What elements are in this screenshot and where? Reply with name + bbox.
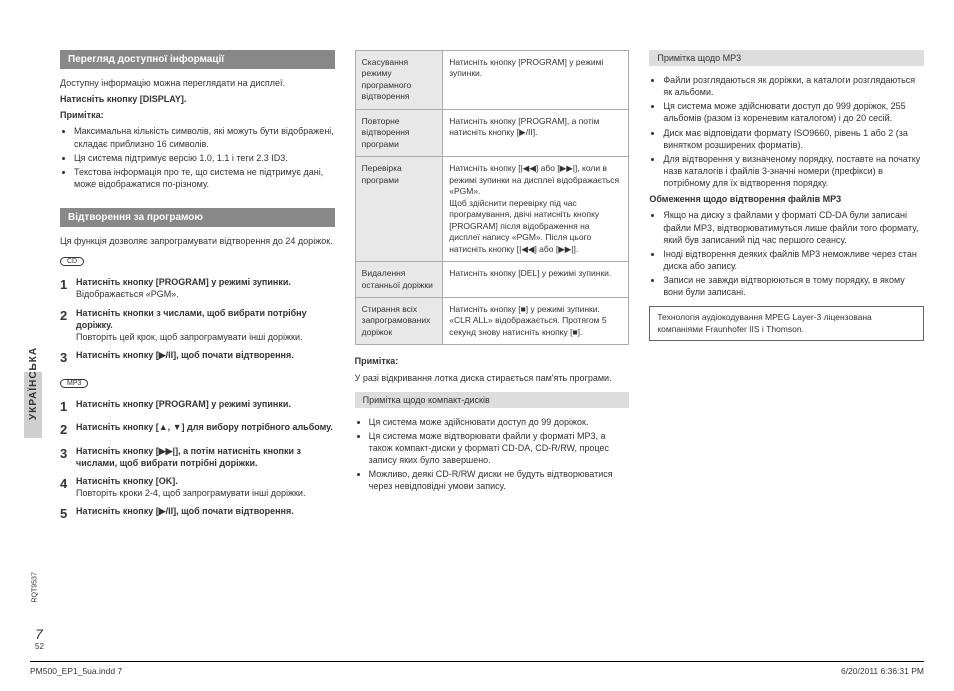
step-text: Повторіть кроки 2-4, щоб запрограмувати … [76, 488, 305, 498]
language-tab: УКРАЇНСЬКА [28, 347, 39, 420]
steps-cd: 1Натисніть кнопку [PROGRAM] у режимі зуп… [60, 276, 335, 366]
page-content: Перегляд доступної інформації Доступну і… [0, 0, 954, 549]
step-number: 3 [60, 445, 76, 469]
indd-filename: PM500_EP1_5ua.indd 7 [30, 666, 122, 676]
step-text: Відображається «PGM». [76, 289, 179, 299]
steps-mp3: 1Натисніть кнопку [PROGRAM] у режимі зуп… [60, 398, 335, 523]
table-value: Натисніть кнопку [■] у режимі зупинки. «… [443, 297, 629, 344]
table-row: Перевірка програмиНатисніть кнопку [|◀◀]… [355, 157, 629, 262]
note-item: Ця система підтримує версію 1.0, 1.1 і т… [74, 152, 335, 164]
badge-mp3: MP3 [60, 379, 88, 388]
step-bold: Натисніть кнопку [PROGRAM] у режимі зупи… [76, 277, 291, 287]
table-label: Скасування режиму програмного відтворенн… [355, 51, 443, 110]
list-item: Для відтворення у визначеному порядку, п… [663, 153, 924, 189]
license-box: Технологія аудіокодування MPEG Layer-3 л… [649, 306, 924, 341]
text-press-display: Натисніть кнопку [DISPLAY]. [60, 93, 335, 105]
program-table: Скасування режиму програмного відтворенн… [355, 50, 630, 345]
list-item: Якщо на диску з файлами у форматі CD-DA … [663, 209, 924, 245]
subheader-mp3-notes: Примітка щодо MP3 [649, 50, 924, 66]
table-label: Повторне відтворення програми [355, 109, 443, 156]
note-text: У разі відкривання лотка диска стираєтьс… [355, 372, 630, 384]
step-bold: Натисніть кнопку [▶▶|], а потім натисніт… [76, 446, 301, 468]
table-row: Повторне відтворення програмиНатисніть к… [355, 109, 629, 156]
text-program-desc: Ця функція дозволяє запрограмувати відтв… [60, 235, 335, 247]
cd-notes-list: Ця система може здійснювати доступ до 99… [355, 416, 630, 493]
step-number: 5 [60, 505, 76, 523]
list-item: Ця система може здійснювати доступ до 99… [663, 100, 924, 124]
step-number: 1 [60, 276, 76, 300]
page-number-italic: 7 [35, 626, 65, 642]
note-item: Максимальна кількість символів, які можу… [74, 125, 335, 149]
doc-code: RQT9537 [32, 572, 39, 602]
step-text: Повторіть цей крок, щоб запрограмувати і… [76, 332, 303, 342]
table-value: Натисніть кнопку [PROGRAM] у режимі зупи… [443, 51, 629, 110]
step-number: 1 [60, 398, 76, 416]
list-item: Записи не завжди відтворюються в тому по… [663, 274, 924, 298]
column-3: Примітка щодо MP3 Файли розглядаються як… [649, 50, 924, 529]
step-bold: Натисніть кнопку [▶/II], щоб почати відт… [76, 350, 294, 360]
note-label: Примітка: [60, 109, 335, 121]
step-number: 2 [60, 421, 76, 439]
badge-cd: CD [60, 257, 84, 266]
step-bold: Натисніть кнопку [▶/II], щоб почати відт… [76, 506, 294, 516]
subheader-cd-notes: Примітка щодо компакт-дисків [355, 392, 630, 408]
table-row: Скасування режиму програмного відтворенн… [355, 51, 629, 110]
mp3-limits-list: Якщо на диску з файлами у форматі CD-DA … [649, 209, 924, 298]
column-1: Перегляд доступної інформації Доступну і… [60, 50, 335, 529]
table-value: Натисніть кнопку [|◀◀] або [▶▶|], коли в… [443, 157, 629, 262]
table-label: Перевірка програми [355, 157, 443, 262]
step-number: 3 [60, 349, 76, 367]
list-item: Ця система може здійснювати доступ до 99… [369, 416, 630, 428]
step-bold: Натисніть кнопку [OK]. [76, 476, 178, 486]
list-item: Диск має відповідати формату ISO9660, рі… [663, 127, 924, 151]
notes-list: Максимальна кількість символів, які можу… [60, 125, 335, 190]
timestamp: 6/20/2011 6:36:31 PM [841, 666, 924, 676]
mp3-notes-list: Файли розглядаються як доріжки, а катало… [649, 74, 924, 189]
step-bold: Натисніть кнопку [▲, ▼] для вибору потрі… [76, 422, 333, 432]
footer-left: RQT9537 7 52 [35, 597, 65, 651]
table-label: Стирання всіх запрограмованих доріжок [355, 297, 443, 344]
footer-bar: PM500_EP1_5ua.indd 7 6/20/2011 6:36:31 P… [30, 661, 924, 676]
list-item: Ця система може відтворювати файли у фор… [369, 430, 630, 466]
table-value: Натисніть кнопку [DEL] у режимі зупинки. [443, 262, 629, 298]
table-row: Стирання всіх запрограмованих доріжокНат… [355, 297, 629, 344]
note-label: Примітка: [355, 355, 630, 367]
page-number-small: 52 [35, 642, 65, 651]
step-number: 4 [60, 475, 76, 499]
step-bold: Натисніть кнопку [PROGRAM] у режимі зупи… [76, 399, 291, 409]
header-program-play: Відтворення за програмою [60, 208, 335, 227]
list-item: Файли розглядаються як доріжки, а катало… [663, 74, 924, 98]
table-row: Видалення останньої доріжкиНатисніть кно… [355, 262, 629, 298]
column-2: Скасування режиму програмного відтворенн… [355, 50, 630, 529]
list-item: Іноді відтворення деяких файлів MP3 немо… [663, 248, 924, 272]
note-item: Текстова інформація про те, що система н… [74, 166, 335, 190]
step-number: 2 [60, 307, 76, 343]
table-label: Видалення останньої доріжки [355, 262, 443, 298]
text-intro: Доступну інформацію можна переглядати на… [60, 77, 335, 89]
mp3-limits-title: Обмеження щодо відтворення файлів MP3 [649, 193, 924, 205]
step-bold: Натисніть кнопки з числами, щоб вибрати … [76, 308, 307, 330]
list-item: Можливо, деякі CD-R/RW диски не будуть в… [369, 468, 630, 492]
header-display-info: Перегляд доступної інформації [60, 50, 335, 69]
table-value: Натисніть кнопку [PROGRAM], а потім нати… [443, 109, 629, 156]
